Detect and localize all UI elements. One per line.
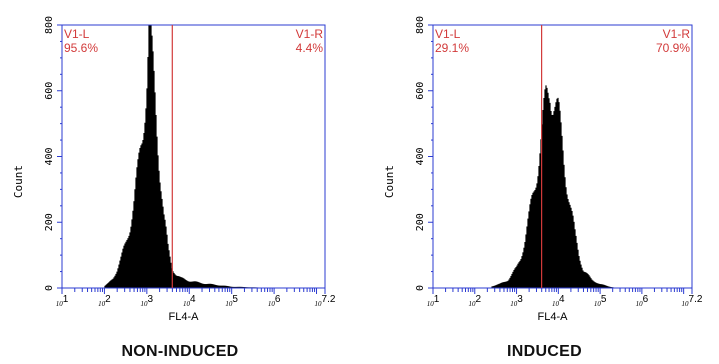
x-axis-label: FL4-A: [169, 311, 200, 323]
gate-right-label: V1-R: [296, 27, 324, 41]
y-tick-label: 600: [415, 82, 426, 100]
x-axis-label: FL4-A: [538, 311, 569, 323]
y-tick-label: 0: [415, 285, 426, 291]
x-tick-label: 101: [427, 294, 440, 308]
gate-right-percent: 4.4%: [296, 41, 324, 55]
x-tick-label: 104: [183, 294, 196, 308]
histogram-panel-non-induced: 0 200 400 600 800 101 102 103 104 105 106 107.2 FL4-…: [12, 16, 336, 360]
x-tick-label: 107.2: [315, 294, 336, 308]
histogram-chart-non-induced: 0 200 400 600 800 101 102 103 104 105 106 107.2 FL4-…: [12, 16, 336, 323]
histogram-bars: [104, 25, 275, 288]
y-tick-label: 800: [415, 16, 426, 34]
x-tick-label: 101: [56, 294, 69, 308]
gate-right-label: V1-R: [663, 27, 691, 41]
y-tick-label: 800: [44, 16, 55, 34]
histogram-chart-induced: 0 200 400 600 800 101 102 103 104 105 106 107.2 FL4-…: [383, 16, 703, 323]
y-axis-label: Count: [12, 165, 25, 198]
x-tick-label: 102: [468, 294, 481, 308]
gate-right-percent: 70.9%: [656, 41, 690, 55]
y-tick-label: 600: [44, 82, 55, 100]
gate-left-label: V1-L: [435, 27, 461, 41]
x-tick-label: 105: [225, 294, 238, 308]
gate-left-percent: 95.6%: [64, 41, 98, 55]
x-tick-label: 103: [141, 294, 154, 308]
x-tick-label: 102: [98, 294, 111, 308]
x-tick-label: 104: [552, 294, 565, 308]
x-tick-label: 106: [636, 294, 649, 308]
y-tick-label: 0: [44, 285, 55, 291]
y-tick-label: 200: [44, 213, 55, 231]
gate-left-label: V1-L: [64, 27, 90, 41]
x-tick-label: 107.2: [682, 294, 703, 308]
panel-caption: INDUCED: [507, 343, 582, 360]
x-tick-label: 105: [594, 294, 607, 308]
histogram-panel-induced: 0 200 400 600 800 101 102 103 104 105 106 107.2 FL4-…: [370, 0, 719, 364]
y-axis-label: Count: [383, 165, 396, 198]
y-tick-label: 400: [415, 147, 426, 165]
y-tick-label: 200: [415, 213, 426, 231]
histogram-bars: [491, 85, 617, 288]
y-tick-label: 400: [44, 147, 55, 165]
gate-left-percent: 29.1%: [435, 41, 469, 55]
x-tick-label: 106: [268, 294, 281, 308]
x-tick-label: 103: [510, 294, 523, 308]
plot-frame: [61, 24, 326, 289]
panel-caption: NON-INDUCED: [121, 343, 239, 360]
